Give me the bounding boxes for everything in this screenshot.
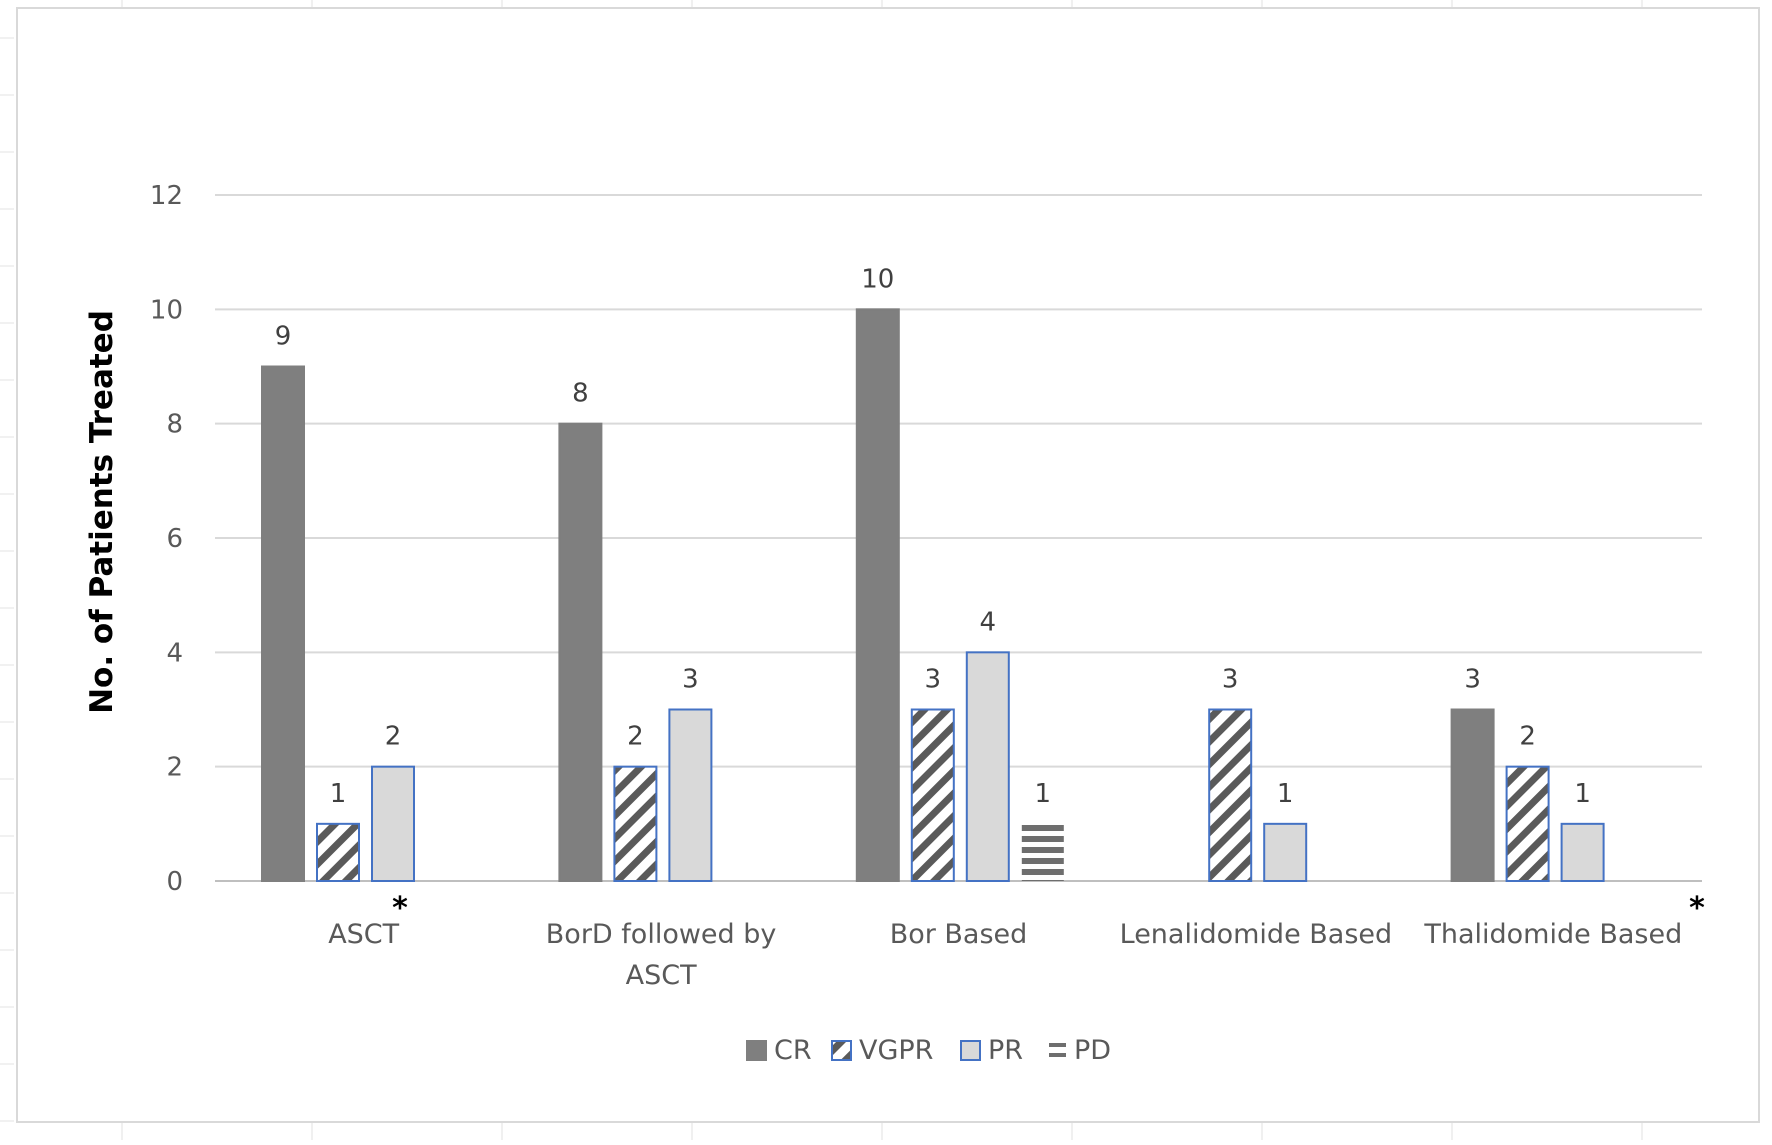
asterisk-marker: * (1689, 891, 1705, 926)
legend-label-pd: PD (1074, 1035, 1111, 1066)
bar-pr-1[interactable] (668, 708, 713, 882)
bar-cr-4[interactable] (1450, 708, 1495, 882)
bar-pd-2[interactable] (1021, 823, 1064, 881)
data-label: 8 (572, 379, 589, 409)
data-label: 1 (1035, 779, 1052, 809)
x-category-label: ASCT (328, 919, 399, 950)
asterisk-marker: * (392, 891, 408, 926)
legend-swatch-cr (746, 1040, 767, 1061)
bar-pr-2[interactable] (965, 651, 1010, 882)
data-label: 1 (330, 779, 347, 809)
bar-vgpr-4[interactable] (1505, 765, 1550, 883)
bar-cr-0[interactable] (261, 365, 305, 882)
data-label: 2 (385, 722, 402, 752)
y-tick-label: 2 (166, 753, 183, 783)
legend-label-cr: CR (774, 1035, 812, 1066)
data-label: 3 (1464, 665, 1481, 695)
x-category-label: Lenalidomide Based (1120, 919, 1393, 950)
bar-pr-3[interactable] (1263, 822, 1308, 882)
data-label: 10 (861, 264, 894, 294)
x-category-label: Bor Based (890, 919, 1028, 950)
legend-label-vgpr: VGPR (859, 1035, 933, 1066)
data-label: 1 (1574, 779, 1591, 809)
bar-pr-4[interactable] (1560, 822, 1605, 882)
legend-swatch-pd (1049, 1053, 1066, 1057)
legend-swatch-pd (1049, 1043, 1066, 1047)
data-label: 3 (682, 665, 699, 695)
y-tick-label: 8 (166, 410, 183, 440)
data-label: 1 (1277, 779, 1294, 809)
bar-cr-1[interactable] (558, 422, 603, 882)
bar-vgpr-1[interactable] (613, 765, 658, 883)
bar-vgpr-3[interactable] (1208, 708, 1253, 882)
data-label: 4 (980, 607, 997, 637)
y-tick-label: 4 (166, 638, 183, 668)
legend-label-pr: PR (988, 1035, 1023, 1066)
data-label: 2 (627, 722, 644, 752)
y-tick-label: 10 (150, 295, 183, 325)
y-tick-label: 6 (166, 524, 183, 554)
x-category-label: BorD followed by ASCT (546, 919, 777, 991)
bar-vgpr-0[interactable] (316, 822, 360, 882)
bar-vgpr-2[interactable] (910, 708, 955, 882)
bar-pr-0[interactable] (371, 765, 415, 883)
data-label: 3 (1222, 665, 1239, 695)
y-axis-label: No. of Patients Treated (84, 310, 120, 714)
bar-cr-2[interactable] (855, 308, 900, 883)
y-tick-label: 12 (150, 181, 183, 211)
data-label: 9 (275, 322, 292, 352)
y-tick-label: 0 (166, 867, 183, 897)
legend-swatch-pr (960, 1040, 981, 1061)
legend-swatch-vgpr (831, 1040, 852, 1061)
x-category-label: Thalidomide Based (1423, 919, 1682, 950)
legend: CR VGPR PR PD (746, 1035, 1111, 1066)
data-label: 2 (1519, 722, 1536, 752)
data-label: 3 (925, 665, 942, 695)
